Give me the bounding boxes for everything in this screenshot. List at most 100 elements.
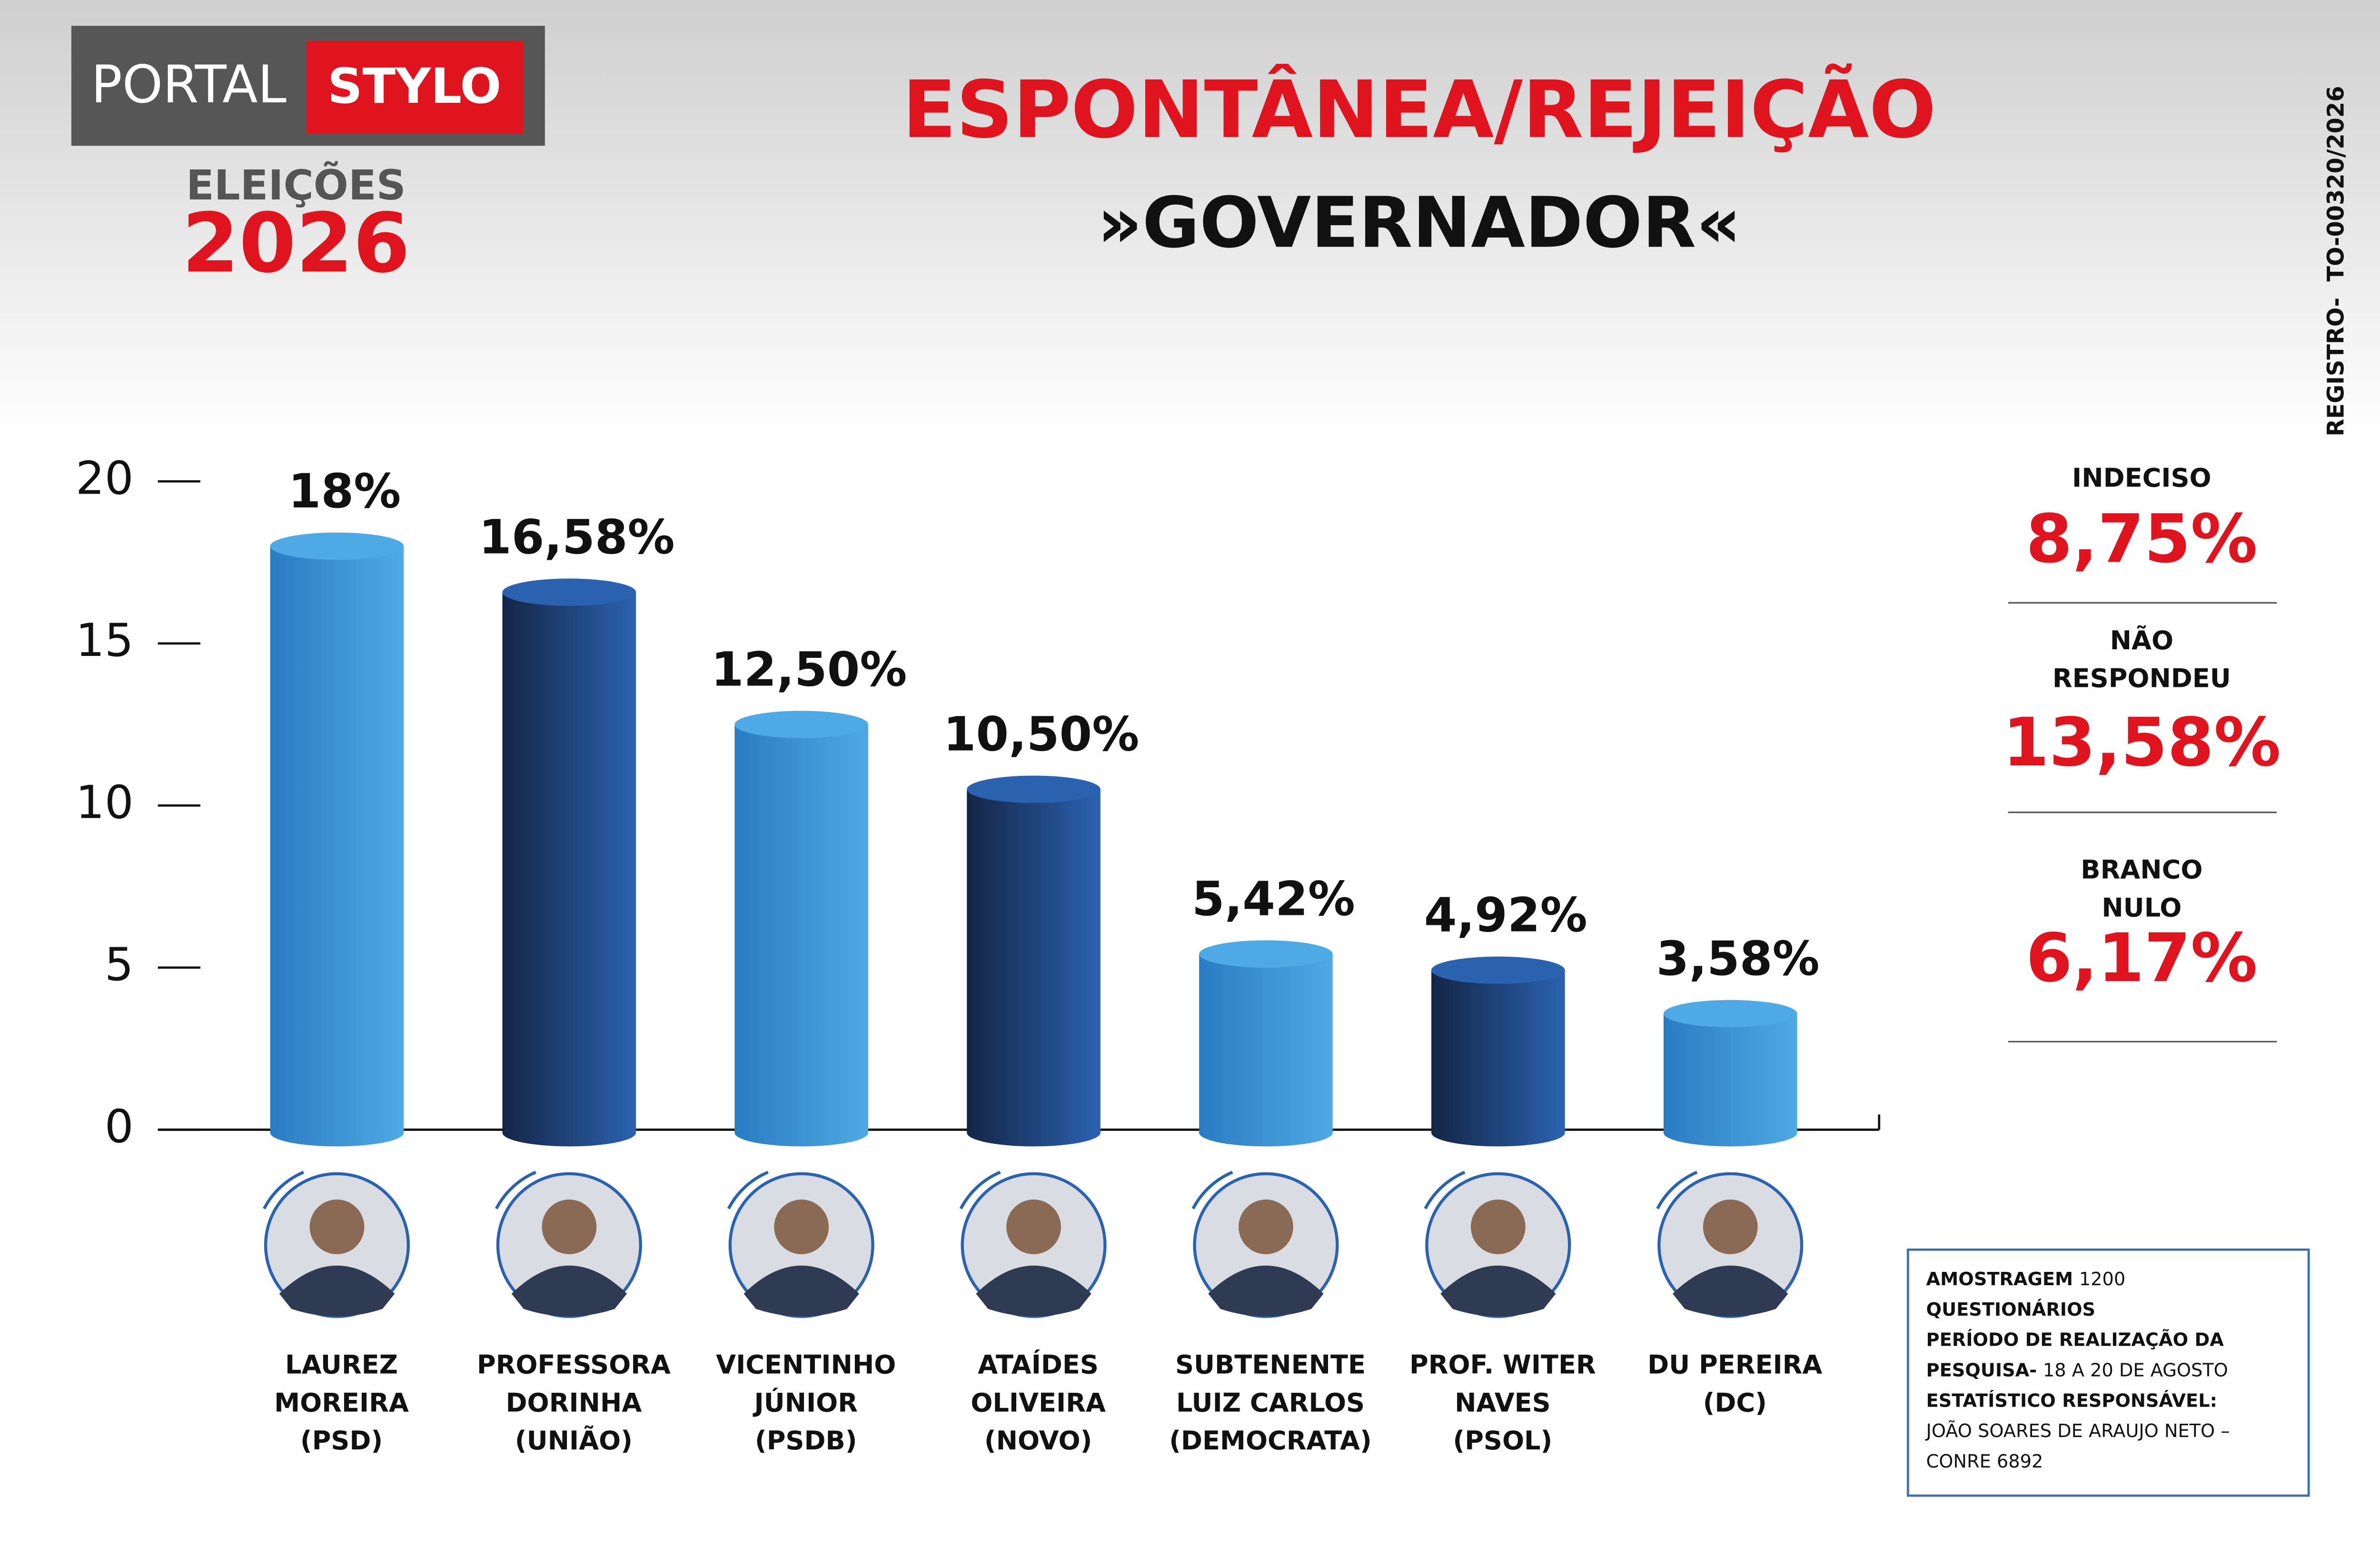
bar — [1431, 970, 1565, 1133]
x-tick-label: VICENTINHO — [716, 1350, 896, 1380]
bar-top — [967, 775, 1101, 803]
photo-head — [1470, 1200, 1526, 1254]
x-tick-label: (PSD) — [300, 1426, 383, 1456]
stat-label: BRANCO — [2081, 855, 2202, 885]
photo-body — [511, 1265, 627, 1317]
methodology-line: ESTATÍSTICO RESPONSÁVEL: — [1926, 1389, 2217, 1411]
x-tick-label: (UNIÃO) — [515, 1426, 633, 1456]
photo-body — [1673, 1265, 1788, 1317]
x-tick-label: LAUREZ — [285, 1350, 398, 1380]
photo-body — [1440, 1265, 1556, 1317]
badge-text: ELEIÇÕES — [186, 161, 406, 209]
stat-label: NULO — [2102, 893, 2182, 922]
y-tick-label: 0 — [105, 1100, 134, 1153]
value-label: 3,58% — [1656, 932, 1820, 986]
photo-body — [976, 1265, 1091, 1317]
bar-top — [270, 532, 404, 560]
stat-label: NÃO — [2110, 625, 2173, 655]
photo-head — [774, 1200, 829, 1254]
x-tick-label: (PSDB) — [755, 1426, 857, 1456]
y-tick-label: 5 — [105, 938, 134, 991]
methodology-text: PERÍODO DE REALIZAÇÃO DA — [1926, 1328, 2224, 1350]
methodology-text: QUESTIONÁRIOS — [1926, 1298, 2096, 1320]
methodology-text: ESTATÍSTICO RESPONSÁVEL: — [1926, 1389, 2217, 1411]
methodology-text: 18 A 20 DE AGOSTO — [2043, 1359, 2228, 1381]
badge-year: 2026 — [182, 195, 410, 291]
y-tick-label: 15 — [76, 614, 134, 667]
x-tick-label: PROF. WITER — [1409, 1350, 1596, 1380]
methodology-text: JOÃO SOARES DE ARAUJO NETO – — [1925, 1419, 2230, 1442]
photo-arc — [727, 1170, 769, 1210]
logo-text: PORTAL — [91, 54, 286, 115]
x-tick-label: SUBTENENTE — [1175, 1350, 1366, 1380]
value-label: 4,92% — [1424, 888, 1587, 943]
bar-top — [734, 711, 868, 738]
methodology-line: QUESTIONÁRIOS — [1926, 1298, 2096, 1320]
x-tick-label: PROFESSORA — [477, 1350, 671, 1380]
photo-head — [542, 1200, 597, 1254]
bar — [967, 789, 1101, 1133]
value-label: 12,50% — [711, 642, 907, 697]
x-tick-label: MOREIRA — [274, 1388, 409, 1418]
value-label: 5,42% — [1192, 872, 1355, 927]
value-label: 10,50% — [943, 707, 1140, 762]
stat-value: 8,75% — [2026, 501, 2258, 578]
photo-arc — [495, 1170, 536, 1210]
x-tick-label: (PSOL) — [1453, 1426, 1552, 1456]
value-label: 16,58% — [479, 510, 675, 565]
x-tick-label: OLIVEIRA — [971, 1388, 1106, 1418]
methodology-line: JOÃO SOARES DE ARAUJO NETO – — [1925, 1419, 2230, 1442]
bar — [734, 724, 868, 1133]
photo-body — [1208, 1265, 1324, 1317]
x-tick-label: DU PEREIRA — [1647, 1350, 1822, 1380]
stat-value: 13,58% — [2003, 704, 2281, 782]
y-tick-label: 10 — [76, 776, 134, 829]
photo-arc — [959, 1170, 1001, 1210]
photo-arc — [1191, 1170, 1233, 1210]
photo-body — [279, 1265, 395, 1317]
x-tick-label: DORINHA — [506, 1388, 642, 1418]
methodology-text: CONRE 6892 — [1926, 1450, 2043, 1472]
x-tick-label: (DEMOCRATA) — [1169, 1426, 1371, 1456]
stat-label: INDECISO — [2072, 463, 2211, 493]
photo-head — [1239, 1200, 1293, 1254]
chart-title: ESPONTÂNEA/REJEIÇÃO — [902, 63, 1936, 156]
photo-arc — [1656, 1170, 1698, 1210]
x-tick-label: LUIZ CARLOS — [1176, 1388, 1365, 1418]
methodology-text: PESQUISA- — [1926, 1359, 2037, 1381]
bar — [502, 592, 636, 1133]
methodology-text: 1200 — [2079, 1269, 2125, 1290]
bar — [1199, 954, 1333, 1133]
registration: REGISTRO- TO-00320/2026 — [2323, 86, 2350, 436]
methodology-text: AMOSTRAGEM — [1926, 1269, 2073, 1290]
x-tick-label: JÚNIOR — [752, 1388, 857, 1418]
photo-arc — [263, 1170, 304, 1210]
x-tick-label: ATAÍDES — [978, 1350, 1099, 1380]
photo-head — [1703, 1200, 1758, 1254]
logo-text: STYLO — [327, 58, 501, 115]
bar-top — [1663, 1000, 1797, 1028]
bar-top — [1431, 956, 1565, 984]
stat-value: 6,17% — [2026, 920, 2258, 997]
x-tick-label: (DC) — [1703, 1388, 1767, 1418]
value-label: 18% — [288, 464, 401, 519]
bar-top — [502, 578, 636, 606]
y-tick-label: 20 — [76, 452, 134, 505]
methodology-line: PESQUISA- 18 A 20 DE AGOSTO — [1926, 1359, 2228, 1381]
logo-red — [307, 41, 524, 134]
photo-head — [309, 1200, 365, 1254]
methodology-line: CONRE 6892 — [1926, 1450, 2043, 1472]
bar — [1663, 1013, 1797, 1133]
methodology-line: PERÍODO DE REALIZAÇÃO DA — [1926, 1328, 2224, 1350]
methodology-box — [1906, 1248, 2310, 1497]
x-tick-label: (NOVO) — [984, 1426, 1092, 1456]
methodology-line: AMOSTRAGEM 1200 — [1926, 1269, 2126, 1290]
photo-body — [744, 1265, 859, 1317]
photo-head — [1006, 1200, 1061, 1254]
photo-arc — [1424, 1170, 1466, 1210]
bar-top — [1199, 940, 1333, 968]
chart-subtitle: »GOVERNADOR« — [1097, 182, 1741, 264]
stat-label: RESPONDEU — [2053, 664, 2231, 694]
